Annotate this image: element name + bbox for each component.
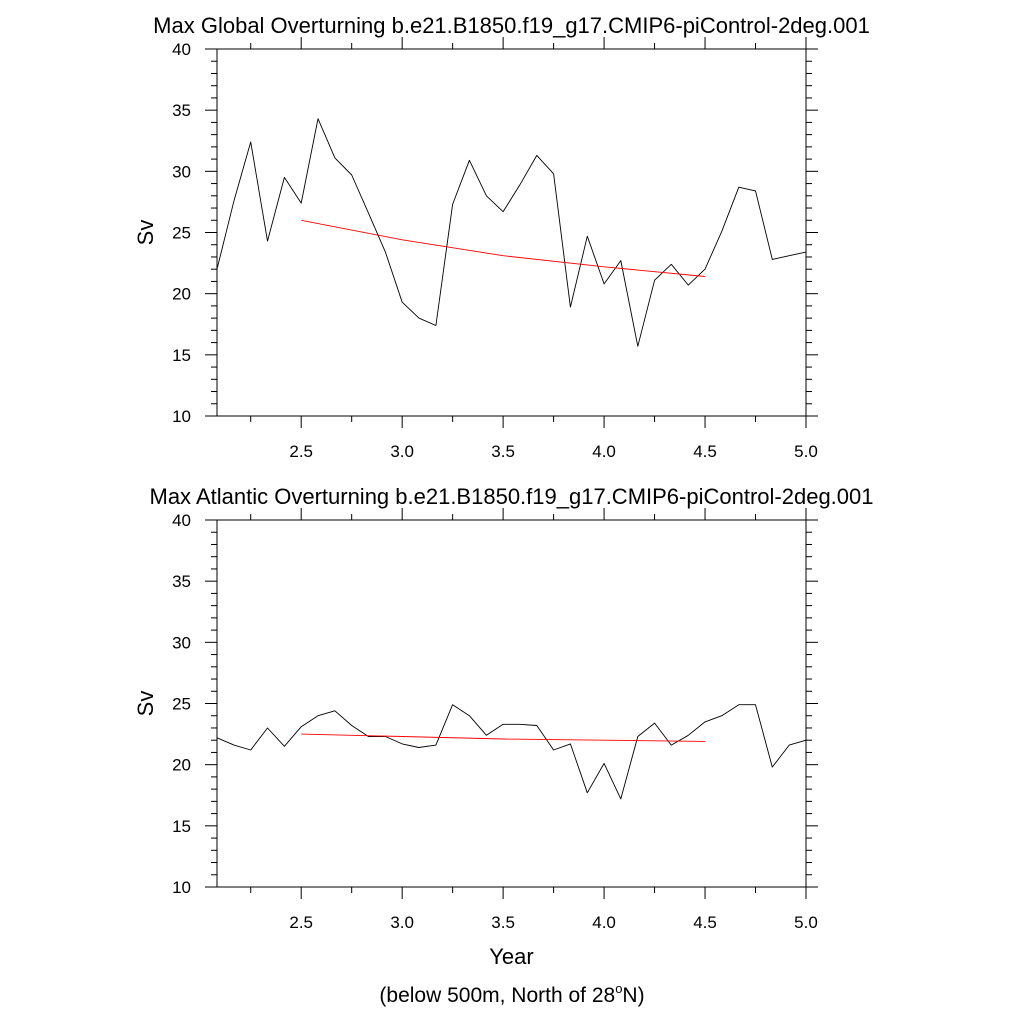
x-tick-label: 5.0 — [794, 442, 818, 461]
panel1-series-trend-line — [301, 733, 706, 742]
y-tick-label: 20 — [172, 756, 191, 775]
x-tick-label: 3.0 — [390, 913, 414, 932]
y-tick-label: 20 — [172, 285, 191, 304]
y-tick-label: 25 — [172, 695, 191, 714]
footnote-suffix: N) — [622, 984, 644, 1007]
x-tick-label: 5.0 — [794, 913, 818, 932]
x-tick-label: 4.0 — [592, 913, 616, 932]
x-axis-label: Year — [489, 944, 533, 969]
atlantic-overturning-panel: Max Atlantic Overturning b.e21.B1850.f19… — [133, 484, 874, 969]
x-tick-label: 4.5 — [693, 913, 717, 932]
x-tick-label: 2.5 — [289, 913, 313, 932]
y-tick-label: 35 — [172, 572, 191, 591]
y-tick-label: 10 — [172, 407, 191, 426]
y-tick-label: 40 — [172, 40, 191, 59]
footnote-prefix: (below 500m, North of 28 — [379, 984, 615, 1007]
plot-frame — [216, 48, 807, 417]
x-tick-label: 2.5 — [289, 442, 313, 461]
y-axis-label: Sv — [133, 691, 158, 717]
x-tick-label: 4.5 — [693, 442, 717, 461]
chart-title: Max Atlantic Overturning b.e21.B1850.f19… — [150, 484, 874, 509]
x-tick-label: 3.5 — [491, 442, 515, 461]
y-tick-label: 15 — [172, 346, 191, 365]
y-tick-label: 30 — [172, 162, 191, 181]
global-overturning-panel: Max Global Overturning b.e21.B1850.f19_g… — [133, 13, 870, 461]
y-tick-label: 25 — [172, 224, 191, 243]
y-tick-label: 40 — [172, 511, 191, 530]
y-tick-label: 35 — [172, 101, 191, 120]
panel0-series-data-line — [216, 118, 807, 347]
y-axis-label: Sv — [133, 220, 158, 246]
chart-title: Max Global Overturning b.e21.B1850.f19_g… — [153, 13, 870, 38]
y-tick-label: 10 — [172, 878, 191, 897]
panel1-series-data-line — [216, 704, 807, 800]
plot-frame — [216, 519, 807, 888]
footnote: (below 500m, North of 28oN) — [379, 981, 644, 1007]
y-tick-label: 30 — [172, 633, 191, 652]
x-tick-label: 3.5 — [491, 913, 515, 932]
x-tick-label: 4.0 — [592, 442, 616, 461]
footnote-superscript: o — [615, 981, 622, 996]
x-tick-label: 3.0 — [390, 442, 414, 461]
y-tick-label: 15 — [172, 817, 191, 836]
panel0-series-trend-line — [301, 219, 706, 277]
